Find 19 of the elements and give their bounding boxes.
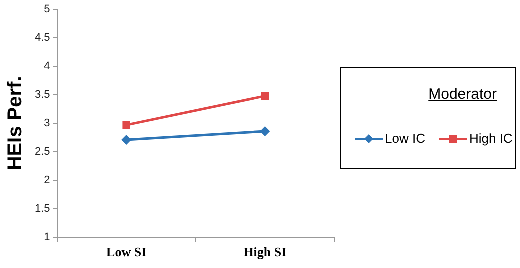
y-tick-label: 3.5 — [34, 89, 50, 102]
x-tick-label: High SI — [244, 244, 287, 260]
y-tick-label: 3 — [44, 118, 50, 130]
y-tick-label: 2 — [44, 174, 50, 186]
legend-title: Moderator — [428, 86, 497, 103]
legend-label: High IC — [469, 131, 513, 146]
point — [122, 121, 130, 130]
y-axis-title: HEIs Perf. — [4, 76, 27, 171]
y-tick-label: 1 — [44, 231, 50, 244]
legend-label: Low IC — [385, 131, 426, 146]
y-tick-label: 5 — [44, 4, 50, 16]
point — [260, 126, 270, 136]
point — [122, 135, 132, 146]
y-tick-label: 2.5 — [34, 146, 50, 158]
x-tick-label: Low SI — [106, 244, 147, 260]
point — [261, 92, 270, 100]
y-tick-label: 4 — [44, 60, 50, 73]
y-tick-label: 4.5 — [34, 32, 50, 44]
y-tick-label: 1.5 — [34, 202, 50, 215]
